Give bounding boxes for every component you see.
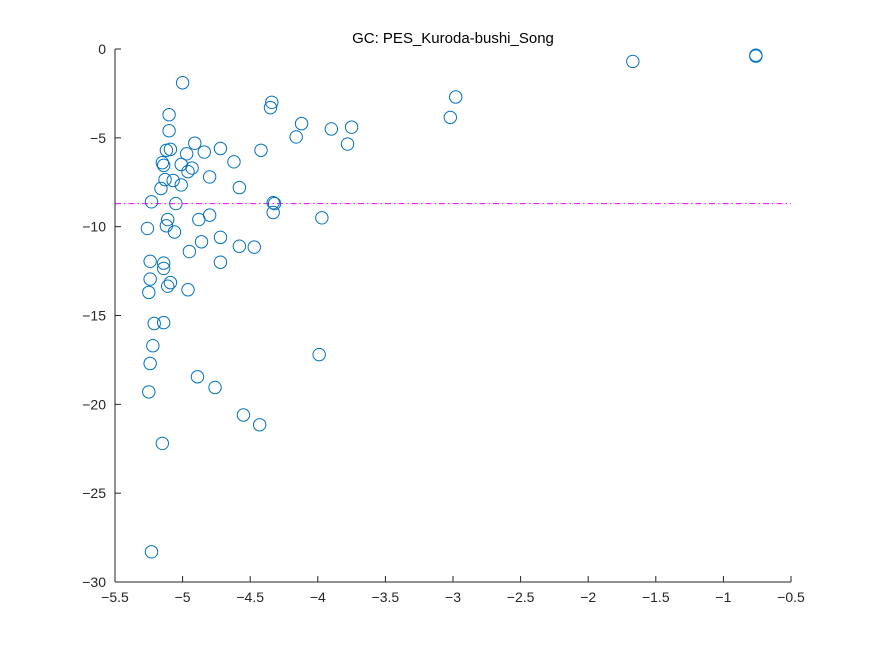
data-point bbox=[154, 181, 168, 196]
data-point bbox=[181, 283, 195, 297]
data-point bbox=[315, 211, 329, 225]
data-point bbox=[289, 130, 303, 144]
data-point bbox=[146, 339, 160, 353]
data-point bbox=[208, 380, 222, 395]
data-point bbox=[236, 408, 251, 422]
data-point bbox=[169, 196, 183, 211]
data-point bbox=[175, 76, 190, 90]
data-point bbox=[163, 142, 178, 157]
data-point bbox=[190, 370, 205, 384]
data-point bbox=[449, 90, 463, 104]
data-point bbox=[174, 178, 188, 192]
data-point bbox=[142, 285, 156, 300]
data-point bbox=[155, 436, 170, 451]
y-tick-label: −20 bbox=[82, 396, 106, 412]
y-tick-label: −5 bbox=[90, 130, 106, 146]
data-point bbox=[185, 161, 199, 175]
data-point bbox=[443, 110, 457, 125]
data-point bbox=[263, 100, 278, 115]
data-point bbox=[144, 195, 159, 209]
x-tick-label: −3.5 bbox=[372, 589, 400, 605]
data-point bbox=[167, 225, 182, 239]
y-tick-label: −30 bbox=[82, 574, 106, 590]
data-point bbox=[252, 418, 267, 432]
data-point bbox=[254, 143, 268, 157]
data-point bbox=[162, 124, 176, 138]
data-point bbox=[213, 230, 228, 245]
x-tick-label: −3 bbox=[445, 589, 461, 605]
data-point bbox=[143, 356, 157, 371]
data-point bbox=[181, 164, 195, 179]
data-point bbox=[312, 347, 326, 362]
x-tick-label: −2 bbox=[580, 589, 596, 605]
x-tick-label: −1 bbox=[715, 589, 731, 605]
x-tick-label: −0.5 bbox=[777, 589, 805, 605]
data-point bbox=[140, 221, 155, 236]
data-point bbox=[340, 137, 355, 151]
data-point bbox=[163, 275, 178, 290]
data-point bbox=[344, 120, 359, 134]
data-point bbox=[156, 256, 171, 270]
data-point bbox=[144, 545, 159, 559]
data-point bbox=[227, 155, 241, 169]
x-tick-label: −1.5 bbox=[642, 589, 670, 605]
data-point bbox=[156, 261, 171, 276]
data-point bbox=[213, 255, 228, 269]
data-point bbox=[179, 147, 194, 161]
x-tick-label: −4 bbox=[310, 589, 326, 605]
x-tick-label: −5 bbox=[175, 589, 191, 605]
y-tick-label: −15 bbox=[82, 308, 106, 324]
data-point bbox=[194, 235, 209, 249]
data-point bbox=[266, 195, 280, 210]
data-point bbox=[158, 172, 172, 187]
data-point bbox=[147, 316, 161, 331]
x-tick-label: −2.5 bbox=[507, 589, 535, 605]
y-tick-label: −25 bbox=[82, 485, 106, 501]
data-point bbox=[161, 279, 175, 293]
data-point bbox=[155, 156, 170, 170]
data-points bbox=[140, 48, 763, 559]
data-point bbox=[161, 212, 175, 227]
data-point bbox=[143, 254, 157, 269]
data-point bbox=[294, 116, 309, 131]
data-point bbox=[267, 196, 282, 211]
y-tick-label: 0 bbox=[98, 41, 106, 57]
data-point bbox=[749, 49, 763, 63]
data-point bbox=[232, 180, 247, 195]
data-point bbox=[197, 145, 211, 159]
data-point bbox=[156, 158, 171, 173]
data-point bbox=[232, 239, 247, 253]
data-point bbox=[265, 95, 279, 110]
chart-title: GC: PES_Kuroda-bushi_Song bbox=[352, 30, 554, 47]
data-point bbox=[192, 212, 206, 227]
data-point bbox=[156, 315, 171, 330]
data-point bbox=[166, 173, 180, 188]
data-point bbox=[247, 240, 261, 254]
data-point bbox=[182, 244, 197, 259]
data-point bbox=[324, 122, 339, 136]
x-tick-label: −5.5 bbox=[101, 589, 129, 605]
axes: −5.5 −5 −4.5 −4 −3.5 −3 −2.5 −2 −1.5 −1 −0.5 0 −5 −10… bbox=[82, 41, 805, 605]
data-point bbox=[142, 385, 156, 399]
data-point bbox=[626, 54, 640, 69]
data-point bbox=[213, 141, 228, 156]
x-tick-label: −4.5 bbox=[236, 589, 264, 605]
data-point bbox=[143, 272, 157, 286]
data-point bbox=[266, 205, 280, 220]
data-point bbox=[188, 136, 202, 150]
data-point bbox=[162, 108, 176, 122]
y-tick-label: −10 bbox=[82, 219, 106, 235]
data-point bbox=[202, 170, 217, 184]
